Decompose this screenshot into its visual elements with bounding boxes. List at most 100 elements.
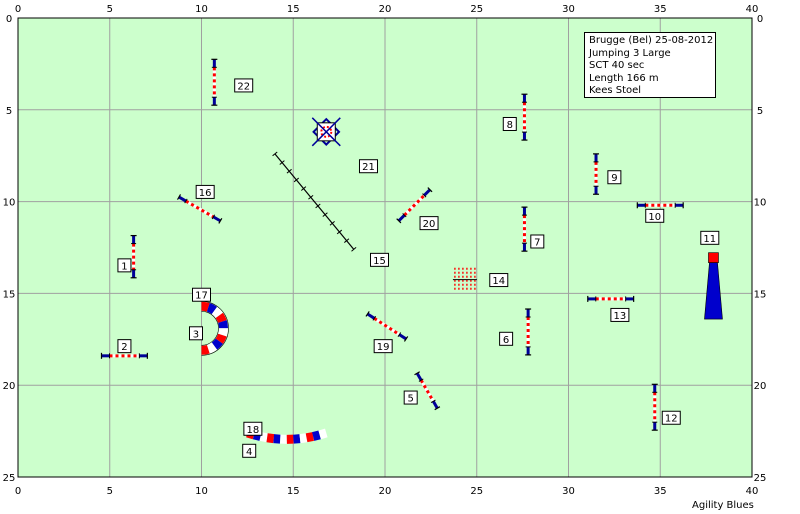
arc-tunnel-segment	[201, 344, 210, 355]
y-tick-left: 15	[3, 289, 16, 300]
hurdle-wing	[212, 215, 222, 223]
info-judge: Kees Stoel	[589, 85, 642, 96]
x-tick-bottom: 30	[562, 486, 575, 497]
obstacle-label: 1	[117, 258, 132, 273]
obstacle-label-text: 20	[423, 219, 436, 230]
obstacle-label: 18	[243, 421, 263, 436]
hurdle-cap	[414, 371, 421, 376]
hurdle-19	[365, 311, 409, 342]
obstacle-label-text: 9	[611, 173, 617, 184]
obstacle-label-box	[502, 116, 517, 131]
arc-tunnel-edge	[201, 310, 219, 346]
obstacle-label: 3	[188, 326, 203, 341]
x-tick-top: 5	[107, 4, 113, 15]
obstacle-label-text: 18	[247, 425, 260, 436]
hurdle-6	[525, 308, 532, 356]
obstacle-label: 22	[234, 78, 254, 93]
x-tick-top: 40	[746, 4, 759, 15]
obstacle-label: 21	[358, 159, 378, 174]
obstacle-label-box	[195, 184, 215, 199]
hurdle-22	[211, 58, 218, 106]
dogwalk-slat	[336, 229, 343, 235]
hurdle-7	[521, 206, 528, 252]
obstacle-label-text: 21	[362, 162, 375, 173]
hurdle-cap	[434, 406, 441, 411]
dogwalk-slat	[344, 238, 350, 243]
obstacle-label-text: 13	[614, 311, 627, 322]
y-tick-right: 10	[754, 198, 767, 209]
hurdle-stripes	[403, 194, 426, 217]
y-tick-left: 25	[3, 473, 16, 484]
flat-tunnel-segment	[299, 433, 308, 444]
y-tick-right: 20	[754, 381, 767, 392]
hurdle-wing	[366, 312, 376, 320]
x-tick-bottom: 5	[107, 486, 113, 497]
obstacle-label-text: 17	[195, 291, 208, 302]
flat-tunnel-segment	[312, 430, 321, 441]
long-tunnel-body	[704, 262, 723, 320]
obstacle-label: 13	[610, 307, 630, 322]
hurdle-post	[184, 198, 188, 204]
hurdle-post	[430, 399, 436, 403]
flat-tunnel-segment	[259, 432, 268, 443]
obstacle-label-text: 14	[492, 276, 505, 287]
arc-tunnel-segment	[211, 306, 223, 319]
hurdle-stripes	[185, 199, 215, 219]
flat-tunnel-segment	[293, 434, 301, 444]
hurdle-post	[402, 213, 407, 218]
x-tick-top: 15	[287, 4, 300, 15]
dogwalk-slat	[293, 177, 300, 183]
flat-tunnel-segment	[318, 428, 328, 440]
obstacle-label: 15	[369, 252, 389, 267]
obstacle-label-text: 4	[246, 447, 252, 458]
dogwalk-slat	[351, 247, 357, 252]
obstacle-label: 4	[242, 443, 257, 458]
x-tick-bottom: 35	[654, 486, 667, 497]
obstacle-label-text: 19	[377, 342, 390, 353]
hurdle-10	[636, 202, 684, 209]
hurdle-post	[397, 332, 402, 337]
dogwalk-slat	[322, 212, 328, 217]
obstacle-label-box	[661, 410, 681, 425]
obstacle-label-box	[499, 331, 514, 346]
x-tick-top: 25	[470, 4, 483, 15]
obstacle-label-box	[403, 390, 418, 405]
obstacle-label: 16	[195, 184, 215, 199]
obstacle-label-text: 1	[121, 261, 127, 272]
info-sct: SCT 40 sec	[589, 60, 645, 71]
obstacle-label: 19	[373, 339, 393, 354]
dogwalk-slat	[329, 221, 335, 226]
arc-tunnel-segment	[215, 333, 227, 344]
field-border	[17, 17, 753, 478]
hurdle-post	[211, 214, 216, 220]
dogwalk-slat	[286, 168, 292, 174]
obstacle-label-text: 12	[665, 414, 678, 425]
obstacle-label-box	[610, 307, 630, 322]
hurdle-stripes	[419, 379, 435, 403]
obstacle-label-text: 10	[648, 212, 661, 223]
y-tick-left: 5	[6, 106, 12, 117]
hurdle-stripes	[373, 317, 401, 336]
hurdle-cap	[396, 218, 402, 224]
obstacle-label-text: 16	[199, 188, 212, 199]
obstacle-label-box	[373, 339, 393, 354]
obstacle-label-box	[358, 159, 378, 174]
hurdle-20	[396, 187, 433, 224]
obstacle-label-text: 8	[507, 120, 513, 131]
hurdle-wing	[431, 400, 439, 409]
hurdle-cap	[427, 187, 433, 193]
obstacle-label-text: 22	[237, 81, 250, 92]
obstacle-label: 11	[700, 230, 720, 245]
obstacle-label-text: 15	[373, 256, 386, 267]
x-tick-top: 35	[654, 4, 667, 15]
obstacle-label: 14	[489, 273, 509, 288]
hurdle-wing	[415, 372, 423, 381]
arc-tunnel-segment	[215, 312, 227, 324]
arc-tunnel-segment	[211, 338, 223, 350]
long-tunnel-entry	[708, 252, 719, 263]
hurdle-8	[521, 93, 528, 141]
y-tick-left: 0	[6, 14, 12, 25]
obstacle-label-box	[192, 287, 211, 302]
obstacle-label-box	[234, 78, 254, 93]
